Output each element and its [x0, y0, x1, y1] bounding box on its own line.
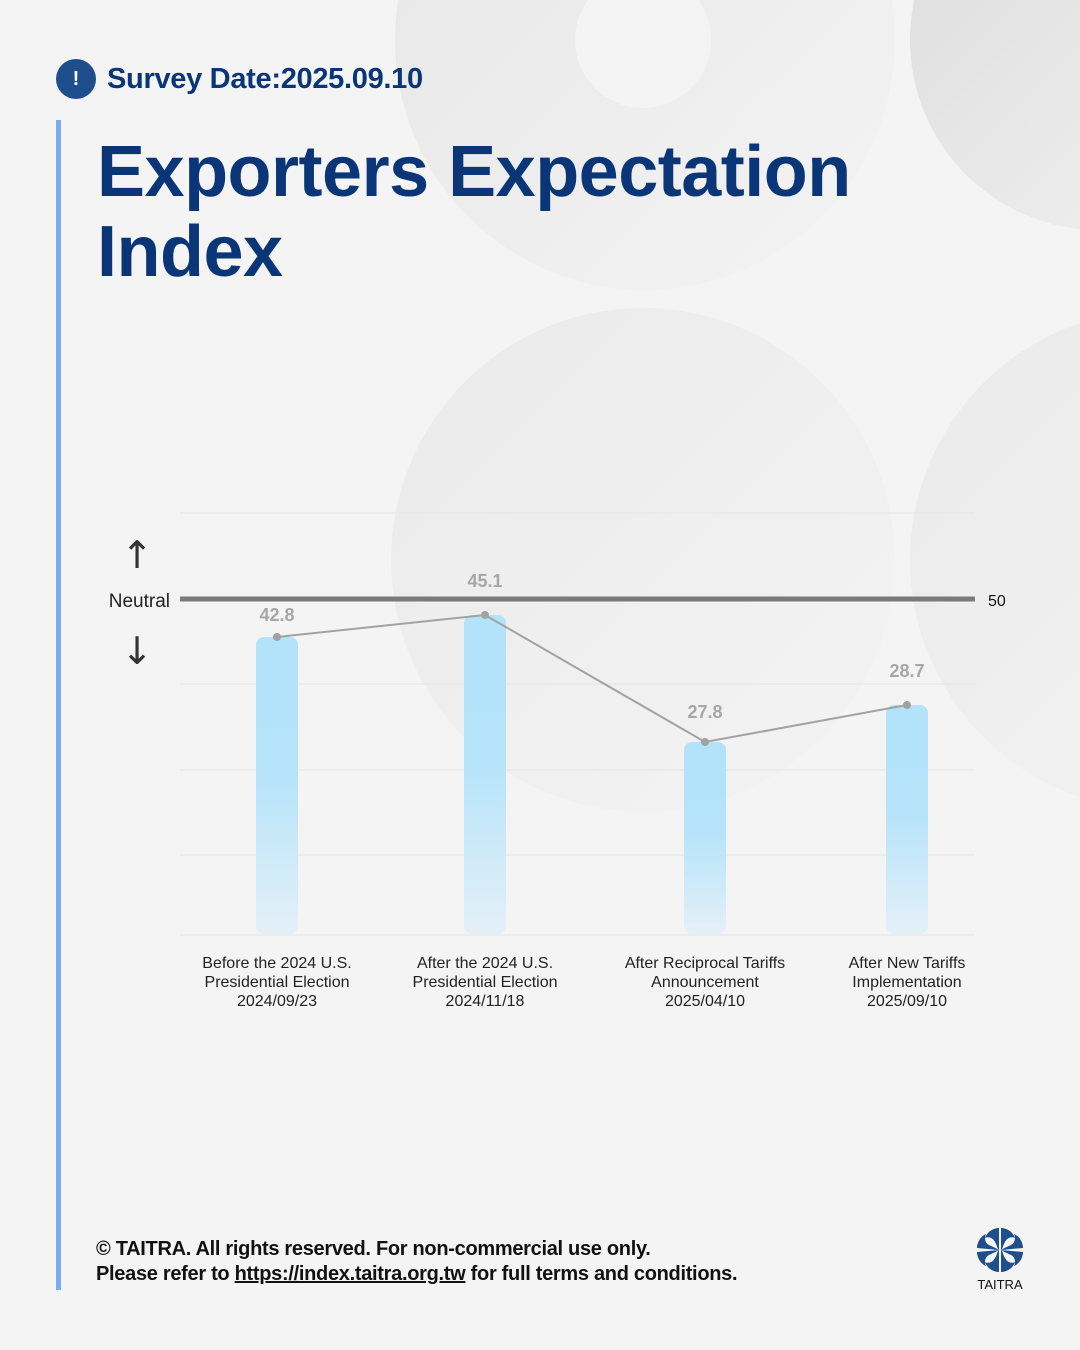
page-title: Exporters Expectation Index — [97, 132, 851, 292]
category-label: Implementation — [852, 974, 961, 991]
category-date-label: 2025/09/10 — [867, 993, 947, 1010]
data-point — [701, 738, 709, 746]
category-label: Presidential Election — [205, 974, 350, 991]
accent-bar — [56, 120, 61, 1290]
bar — [684, 742, 726, 934]
value-label: 28.7 — [889, 661, 924, 681]
down-arrow-icon: ↓ — [121, 629, 153, 673]
data-point — [481, 611, 489, 619]
terms-line: Please refer to https://index.taitra.org… — [96, 1262, 738, 1287]
value-label: 45.1 — [467, 571, 502, 591]
taitra-logo-icon — [977, 1228, 1023, 1272]
taitra-logo-text: TAITRA — [977, 1277, 1023, 1292]
neutral-value-label: 50 — [988, 593, 1006, 610]
data-point — [903, 701, 911, 709]
category-date-label: 2024/09/23 — [237, 993, 317, 1010]
survey-date-row: ! Survey Date:2025.09.10 — [56, 58, 423, 100]
category-label: After Reciprocal Tariffs — [625, 955, 785, 972]
category-label: Announcement — [651, 974, 759, 991]
value-label: 42.8 — [259, 605, 294, 625]
terms-link[interactable]: https://index.taitra.org.tw — [234, 1263, 466, 1285]
copyright-line: © TAITRA. All rights reserved. For non-c… — [96, 1238, 651, 1260]
category-date-label: 2024/11/18 — [446, 993, 525, 1010]
category-label: After New Tariffs — [849, 955, 966, 972]
line-series — [276, 613, 908, 744]
category-label: Presidential Election — [413, 974, 558, 991]
category-label: After the 2024 U.S. — [417, 955, 553, 972]
category-label: Before the 2024 U.S. — [202, 955, 351, 972]
bar — [464, 615, 506, 934]
survey-date: Survey Date:2025.09.10 — [107, 62, 423, 95]
bar — [256, 637, 298, 934]
category-date-label: 2025/04/10 — [665, 993, 745, 1010]
taitra-logo: TAITRA — [972, 1226, 1028, 1296]
copyright-footer: © TAITRA. All rights reserved. For non-c… — [96, 1237, 738, 1287]
exclamation-icon: ! — [56, 59, 96, 99]
value-label: 27.8 — [687, 702, 722, 722]
up-arrow-icon: ↑ — [121, 533, 153, 577]
terms-suffix: for full terms and conditions. — [465, 1263, 738, 1285]
bar — [886, 705, 928, 934]
neutral-label: Neutral — [109, 591, 170, 612]
terms-prefix: Please refer to — [96, 1263, 235, 1285]
data-point — [273, 633, 281, 641]
